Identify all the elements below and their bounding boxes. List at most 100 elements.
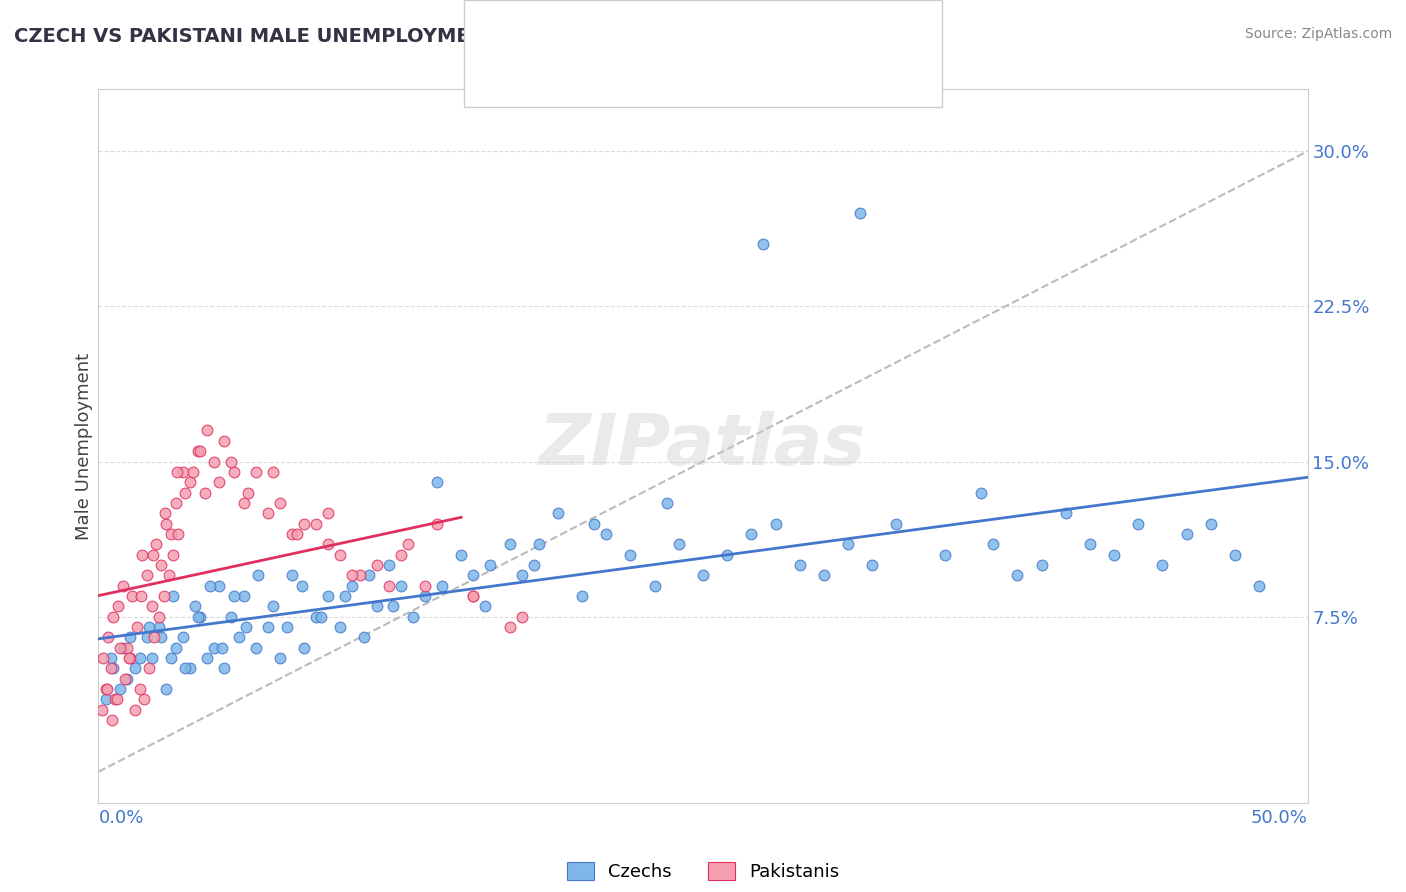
Point: [124, 703, 146, 717]
Text: N =: N =: [668, 22, 720, 40]
Point: [305, 516, 328, 531]
Point: [174, 661, 197, 675]
Point: [474, 599, 496, 614]
Point: [479, 558, 502, 572]
Point: [377, 579, 399, 593]
Point: [184, 599, 207, 614]
Point: [166, 465, 188, 479]
Point: [142, 548, 165, 562]
Point: [377, 558, 399, 572]
Point: [188, 444, 211, 458]
Point: [329, 620, 352, 634]
Point: [131, 548, 153, 562]
Point: [262, 599, 284, 614]
Point: [716, 548, 738, 562]
Point: [105, 692, 128, 706]
Point: [208, 579, 231, 593]
Point: [141, 599, 163, 614]
Point: [228, 630, 250, 644]
Point: [1078, 537, 1101, 551]
Point: [232, 589, 254, 603]
Point: [111, 640, 134, 655]
Point: [247, 568, 270, 582]
Point: [221, 454, 243, 468]
Point: [463, 589, 485, 603]
Point: [111, 579, 134, 593]
Point: [108, 640, 131, 655]
Point: [172, 465, 194, 479]
Point: [245, 465, 267, 479]
Point: [172, 630, 194, 644]
Text: R =: R =: [541, 62, 581, 80]
Point: [1152, 558, 1174, 572]
Point: [1128, 516, 1150, 531]
Point: [290, 579, 312, 593]
Point: [141, 651, 163, 665]
Point: [135, 568, 157, 582]
Point: [655, 496, 678, 510]
Point: [349, 568, 371, 582]
Point: [167, 527, 190, 541]
Point: [316, 506, 339, 520]
Point: [204, 640, 226, 655]
Point: [1223, 548, 1246, 562]
Point: [262, 465, 284, 479]
Point: [195, 424, 218, 438]
Point: [174, 485, 197, 500]
Point: [143, 630, 166, 644]
Point: [510, 568, 533, 582]
Point: [276, 620, 298, 634]
Point: [281, 527, 304, 541]
Point: [886, 516, 908, 531]
Point: [498, 620, 520, 634]
Point: [94, 681, 117, 696]
Point: [165, 496, 187, 510]
Point: [571, 589, 593, 603]
Point: [101, 609, 124, 624]
Point: [107, 599, 129, 614]
Point: [91, 651, 114, 665]
Point: [333, 589, 356, 603]
Point: [118, 651, 141, 665]
Point: [523, 558, 546, 572]
Point: [547, 506, 569, 520]
Point: [179, 475, 201, 490]
Point: [1054, 506, 1077, 520]
Point: [402, 609, 425, 624]
Text: Source: ZipAtlas.com: Source: ZipAtlas.com: [1244, 27, 1392, 41]
Point: [155, 516, 177, 531]
Point: [100, 713, 122, 727]
Point: [849, 206, 872, 220]
Point: [413, 589, 436, 603]
Point: [430, 579, 453, 593]
Point: [114, 672, 136, 686]
Point: [160, 651, 183, 665]
Point: [211, 640, 233, 655]
Point: [194, 485, 217, 500]
Point: [118, 630, 141, 644]
Point: [135, 630, 157, 644]
Point: [740, 527, 762, 541]
Point: [389, 579, 412, 593]
Point: [309, 609, 332, 624]
Text: ZIPatlas: ZIPatlas: [540, 411, 866, 481]
Point: [285, 527, 308, 541]
Point: [198, 579, 221, 593]
Point: [1031, 558, 1053, 572]
Point: [752, 237, 775, 252]
Point: [204, 454, 226, 468]
Point: [108, 681, 131, 696]
Legend: Czechs, Pakistanis: Czechs, Pakistanis: [560, 855, 846, 888]
Point: [1175, 527, 1198, 541]
Point: [382, 599, 405, 614]
Point: [860, 558, 883, 572]
Text: 0.0%: 0.0%: [98, 809, 143, 827]
Point: [97, 630, 120, 644]
Point: [235, 620, 257, 634]
Point: [281, 568, 304, 582]
Point: [104, 692, 127, 706]
Point: [426, 475, 449, 490]
Point: [187, 444, 209, 458]
Point: [181, 465, 204, 479]
Point: [162, 548, 184, 562]
